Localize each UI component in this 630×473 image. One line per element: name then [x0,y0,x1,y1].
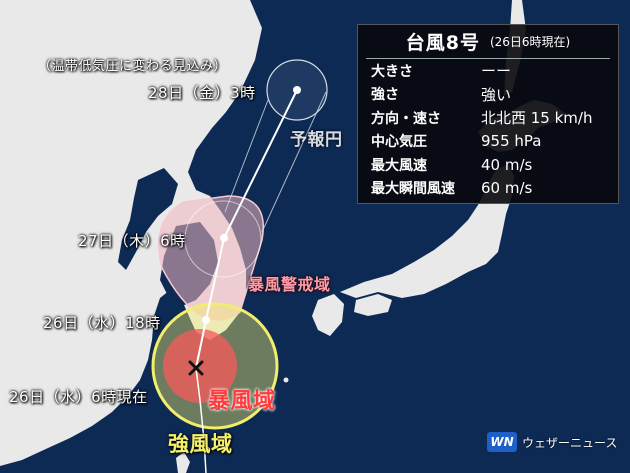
panel-subtitle: (26日6時現在) [489,35,571,49]
info-value: 北北西 15 km/h [481,109,593,128]
x-mark-icon [188,360,204,376]
dot-marker-icon [220,234,228,242]
info-key: 大きさ [371,63,413,80]
label-storm-area: 暴風域 [208,389,276,414]
info-value: 60 m/s [481,179,533,198]
label-expected-extratropical: （温帯低気圧に変わる見込み） [38,59,228,74]
info-key: 方向・速さ [371,110,441,127]
label-forecast-circle: 予報円 [290,130,343,150]
info-key: 最大風速 [371,157,427,174]
typhoon-info-panel: 台風8号 (26日6時現在) 大きさ ーー 強さ 強い 方向・速さ 北北西 15… [357,24,619,204]
land-honshu [340,164,514,298]
info-row-intensity: 強さ 強い [358,83,618,107]
info-row-max-gust: 最大瞬間風速 60 m/s [358,177,618,201]
label-pos-26-now: 26日（水）6時現在 [9,388,148,406]
panel-header: 台風8号 (26日6時現在) [366,25,610,59]
info-row-size: 大きさ ーー [358,59,618,83]
info-value: ーー [481,62,512,81]
land-amami [283,377,289,383]
info-row-pressure: 中心気圧 955 hPa [358,130,618,154]
info-row-max-wind: 最大風速 40 m/s [358,153,618,177]
dot-marker-icon [202,316,210,324]
info-value: 強い [481,85,512,104]
typhoon-track [195,89,298,369]
label-pos-26-18: 26日（水）18時 [43,314,161,332]
label-pos-28: 28日（金）3時 [148,84,256,102]
panel-title: 台風8号 [405,32,480,54]
storm-warning-area [158,195,264,321]
land-taiwan [176,452,190,473]
info-key: 最大瞬間風速 [371,181,455,198]
info-value: 40 m/s [481,155,533,174]
info-key: 強さ [371,87,399,104]
label-pos-27: 27日（木）6時 [78,232,186,250]
past-track [195,367,207,473]
dot-marker-icon [293,86,301,94]
label-storm-warning-area: 暴風警戒域 [248,275,331,294]
forecast-circle-27 [184,200,262,278]
land-okinawa [259,397,265,403]
sea-bohai [118,168,178,270]
brand-name: ウェザーニュース [522,435,618,450]
forecast-path-outline [224,91,327,233]
label-strong-wind-area: 強風域 [168,432,233,456]
weathernews-logo: WN ウェザーニュース [487,432,617,452]
wn-logo-icon: WN [487,432,517,452]
land-kyushu [312,294,344,336]
info-value: 955 hPa [481,132,542,151]
info-key: 中心気圧 [371,134,427,151]
info-row-direction-speed: 方向・速さ 北北西 15 km/h [358,106,618,130]
land-shikoku [354,294,392,316]
